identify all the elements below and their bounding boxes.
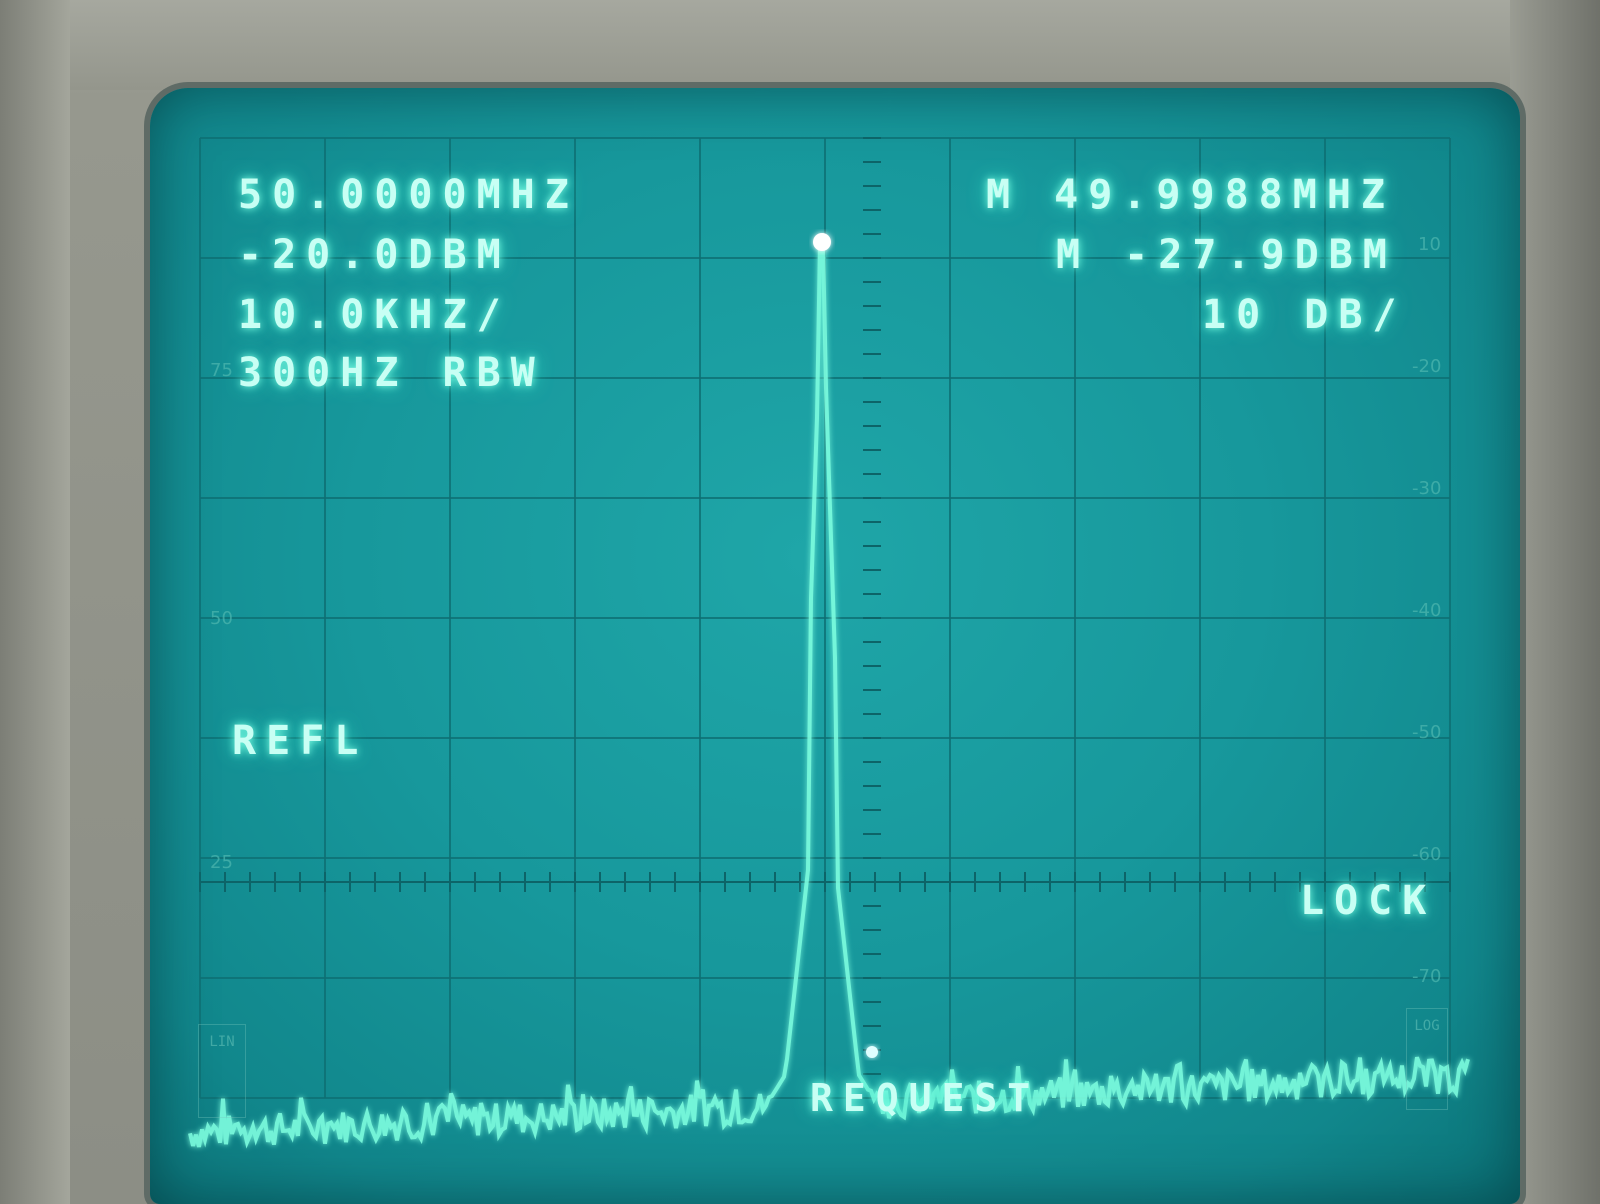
marker-secondary-dot <box>866 1046 878 1058</box>
span-per-division-readout: 10.0KHZ/ <box>238 292 511 338</box>
scale-right-minus-40: -40 <box>1412 600 1442 621</box>
scale-right-minus-70: -70 <box>1412 966 1442 987</box>
bezel-top <box>0 0 1600 90</box>
log-label: LOG <box>1406 1008 1448 1110</box>
refl-indicator: REFL <box>232 718 369 764</box>
scale-left-25: 25 <box>210 852 233 873</box>
bezel-right <box>1510 0 1600 1204</box>
spectrum-display <box>188 137 1470 1149</box>
scale-per-division-readout: 10 DB/ <box>1202 292 1407 338</box>
bezel-left <box>0 0 70 1204</box>
scale-left-75: 75 <box>210 360 233 381</box>
marker-frequency-readout: M 49.9988MHZ <box>986 172 1395 218</box>
center-frequency-readout: 50.0000MHZ <box>238 172 579 218</box>
resolution-bandwidth-readout: 300HZ RBW <box>238 350 545 396</box>
lin-label: LIN <box>198 1024 246 1118</box>
scale-left-50: 50 <box>210 608 233 629</box>
scale-right-minus-20: -20 <box>1412 356 1442 377</box>
scale-right-minus-30: -30 <box>1412 478 1442 499</box>
marker-dot <box>813 233 831 251</box>
lock-indicator: LOCK <box>1300 878 1437 924</box>
reference-level-readout: -20.0DBM <box>238 232 511 278</box>
crt-screen: 10 -20 -30 -40 -50 -60 -70 75 50 25 LIN … <box>150 88 1520 1204</box>
scale-right-minus-60: -60 <box>1412 844 1442 865</box>
marker-level-readout: M -27.9DBM <box>1056 232 1397 278</box>
request-indicator: REQUEST <box>810 1076 1041 1120</box>
scale-right-minus-50: -50 <box>1412 722 1442 743</box>
scale-right-10: 10 <box>1418 234 1441 255</box>
